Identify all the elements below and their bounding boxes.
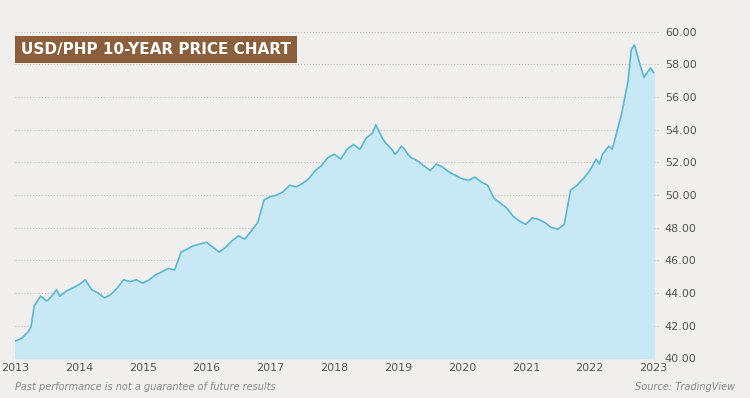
Text: USD/PHP 10-YEAR PRICE CHART: USD/PHP 10-YEAR PRICE CHART <box>22 42 291 57</box>
Text: Past performance is not a guarantee of future results: Past performance is not a guarantee of f… <box>15 382 276 392</box>
Text: Source: TradingView: Source: TradingView <box>634 382 735 392</box>
